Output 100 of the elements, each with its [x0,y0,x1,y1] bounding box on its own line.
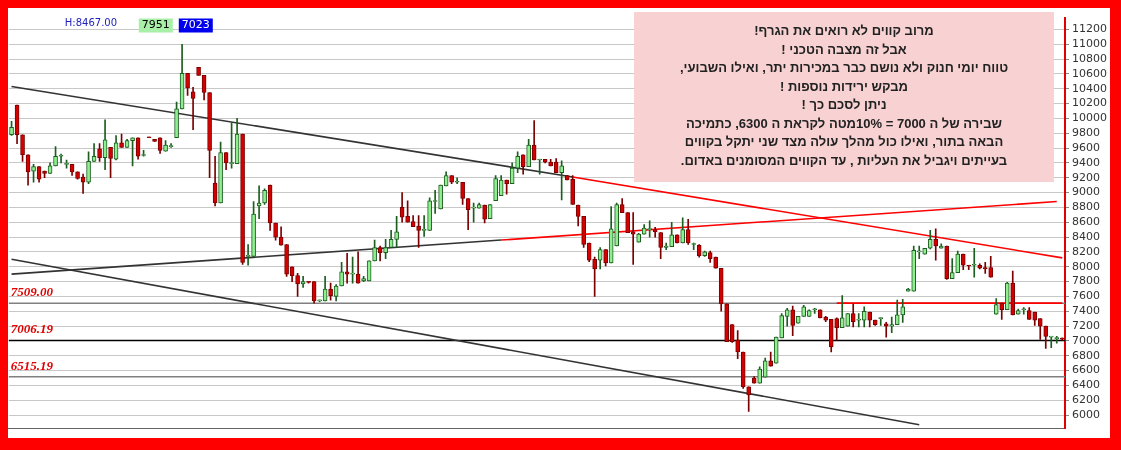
candlestick [262,188,267,205]
y-tick-label: 6400 [1072,378,1101,392]
candlestick [394,216,399,248]
candlestick [548,158,553,167]
candlestick [152,138,157,142]
candlestick [570,175,575,205]
annotation: H:8467.00 [64,17,118,29]
y-tick-label: 7000 [1072,333,1101,347]
candlestick [405,200,410,223]
annotation: שבירה של ה 7000 = 10%מטה לקראת ה 6300, כתמיכה [685,114,1003,133]
y-tick-label: 8800 [1072,200,1101,214]
candlestick [526,138,531,167]
candlestick [251,201,256,257]
candlestick [669,221,675,248]
candlestick [300,276,306,288]
candlestick [449,175,454,185]
candlestick [658,232,664,259]
candlestick [471,202,476,223]
y-tick-label: 10800 [1072,51,1108,65]
candlestick [713,256,719,269]
candlestick [108,147,113,179]
annotation: 7951 [141,18,170,32]
annotation: 7023 [181,18,210,32]
y-tick-label: 11000 [1072,37,1108,51]
candlestick [592,256,597,297]
candlestick [427,197,432,231]
candlestick [537,158,542,175]
candlestick [581,216,586,248]
candlestick [20,134,25,162]
y-tick-label: 11200 [1072,22,1108,36]
candlestick [185,72,190,96]
candlestick [493,175,498,202]
candlestick [966,264,972,271]
y-tick-label: 9000 [1072,185,1101,199]
candlestick [9,121,14,136]
annotation: מבקש ירידות נוספות ! [779,77,909,96]
candlestick [1021,307,1027,315]
y-tick-label: 9400 [1072,155,1101,169]
candlestick [53,146,58,167]
ref-line-label: 7509.00 [10,284,54,300]
candlestick [229,122,234,169]
y-tick-label: 6600 [1072,363,1101,377]
y-tick-label: 7400 [1072,304,1101,318]
candlestick [306,280,311,284]
y-tick-label: 8400 [1072,229,1101,243]
ref-line-label: 7006.19 [10,321,54,337]
candlestick [174,101,179,139]
annotation: ניתן לסכם כך ! [800,96,888,114]
y-tick-label: 7600 [1072,289,1101,303]
annotation: טווח יומי חנוק ולא נושם כבר במכירות יתר, ואילו השבועי, [678,59,1010,77]
y-tick-label: 9800 [1072,126,1101,140]
annotation: בעייתים ויגביל את העליות , עד הקווים המסומנים באדום. [679,151,1009,170]
candlestick [42,170,47,179]
y-tick-label: 8000 [1072,259,1101,273]
y-tick-label: 7200 [1072,318,1101,332]
candlestick [218,141,223,204]
y-tick-label: 9200 [1072,170,1101,184]
candlestick [97,143,102,162]
y-tick-label: 8200 [1072,244,1101,258]
candlestick [636,233,641,243]
candlestick [856,313,862,328]
candlestick [163,140,168,152]
candlestick [328,282,333,301]
candlestick [680,217,686,244]
candlestick [361,276,366,282]
y-tick-label: 6200 [1072,393,1101,407]
candlestick [119,133,124,148]
candlestick [1048,335,1054,348]
candlestick [504,179,509,195]
y-tick-label: 7800 [1072,274,1101,288]
candlestick [933,228,939,261]
candlestick [86,151,91,185]
ref-line-label: 6515.19 [10,357,54,373]
candlestick [372,239,377,262]
candlestick [559,160,564,201]
candlestick [889,316,895,334]
annotation: אבל זה מצבה הטכני ! [780,40,908,59]
y-tick-label: 10600 [1072,66,1108,80]
candlestick [284,244,289,277]
candlestick [454,177,460,185]
candlestick [31,164,36,183]
candlestick [460,181,465,205]
candlestick [482,204,487,224]
candlestick [273,222,278,241]
candlestick [603,249,608,267]
candlestick [350,256,355,284]
candlestick [438,184,443,210]
candlestick [295,273,300,297]
candlestick [515,151,520,173]
candlestick [383,238,388,259]
candlestick [735,330,741,360]
candlestick [982,261,988,274]
candlestick [416,215,421,248]
candlestick [130,137,135,167]
candlestick [207,92,212,179]
candlestick [75,171,80,180]
candlestick [339,261,344,287]
y-tick-label: 8600 [1072,215,1101,229]
y-tick-label: 9600 [1072,140,1101,154]
y-tick-label: 6800 [1072,348,1101,362]
